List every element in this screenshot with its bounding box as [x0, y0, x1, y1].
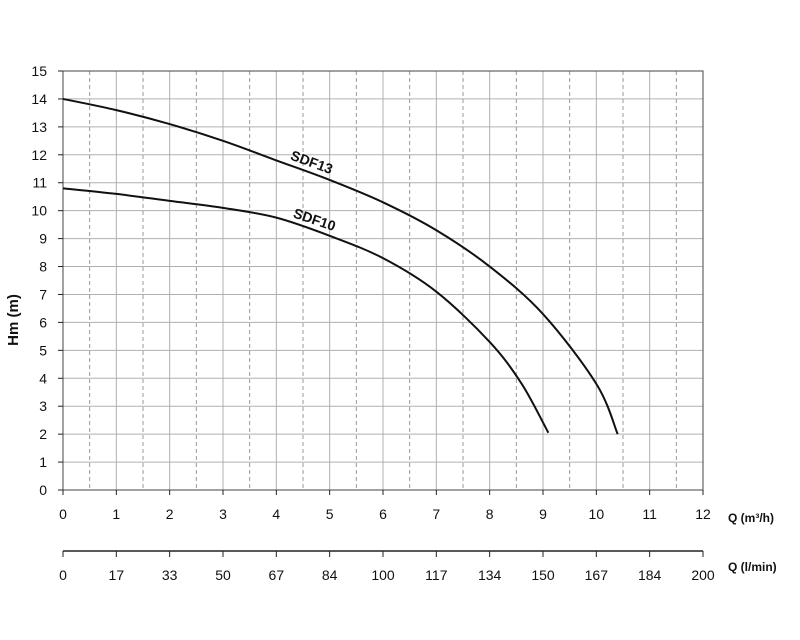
x-tick-label: 7 — [432, 506, 440, 522]
x-tick-label: 9 — [539, 506, 547, 522]
x-tick-label: 8 — [486, 506, 494, 522]
y-tick-label: 12 — [31, 147, 47, 163]
y-tick-label: 2 — [39, 426, 47, 442]
series-line-sdf10 — [62, 187, 550, 434]
y-tick-label: 9 — [39, 231, 47, 247]
x2-tick-label: 67 — [269, 567, 285, 583]
y-tick-label: 6 — [39, 314, 47, 330]
x2-tick-label: 33 — [162, 567, 178, 583]
y-tick-label: 13 — [31, 119, 47, 135]
x-tick-label: 5 — [326, 506, 334, 522]
x-tick-label: 0 — [59, 506, 67, 522]
y-tick-label: 11 — [32, 175, 47, 191]
x-tick-label: 12 — [695, 506, 711, 522]
x2-tick-label: 150 — [531, 567, 555, 583]
y-tick-label: 1 — [39, 454, 47, 470]
x2-tick-label: 200 — [691, 567, 715, 583]
x-tick-label: 10 — [589, 506, 605, 522]
series-line-sdf13 — [62, 97, 619, 435]
x-tick-label: 4 — [272, 506, 280, 522]
x2-tick-label: 0 — [59, 567, 67, 583]
x-axis-label-m3h: Q (m³/h) — [728, 511, 774, 525]
x-tick-label: 3 — [219, 506, 227, 522]
x2-tick-label: 84 — [322, 567, 338, 583]
y-tick-label: 15 — [31, 63, 47, 79]
x2-tick-label: 167 — [585, 567, 609, 583]
y-tick-label: 10 — [31, 203, 47, 219]
y-tick-label: 7 — [39, 286, 47, 302]
y-tick-label: 4 — [39, 370, 47, 386]
y-tick-label: 5 — [39, 342, 47, 358]
x2-tick-label: 184 — [638, 567, 662, 583]
x-axis-label-lmin: Q (l/min) — [728, 560, 777, 574]
y-tick-label: 0 — [39, 482, 47, 498]
x2-tick-label: 117 — [425, 567, 448, 583]
x2-tick-label: 100 — [371, 567, 395, 583]
y-axis-label: Hm (m) — [5, 294, 22, 346]
x-tick-label: 2 — [166, 506, 174, 522]
grid — [62, 70, 704, 491]
x2-tick-label: 134 — [478, 567, 502, 583]
axes — [58, 70, 704, 557]
x-tick-label: 6 — [379, 506, 387, 522]
x-tick-label: 11 — [642, 506, 657, 522]
x2-tick-label: 50 — [215, 567, 231, 583]
y-tick-label: 14 — [31, 91, 47, 107]
x2-tick-label: 17 — [109, 567, 125, 583]
y-tick-label: 3 — [39, 398, 47, 414]
x-tick-label: 1 — [112, 506, 120, 522]
y-tick-label: 8 — [39, 259, 47, 275]
